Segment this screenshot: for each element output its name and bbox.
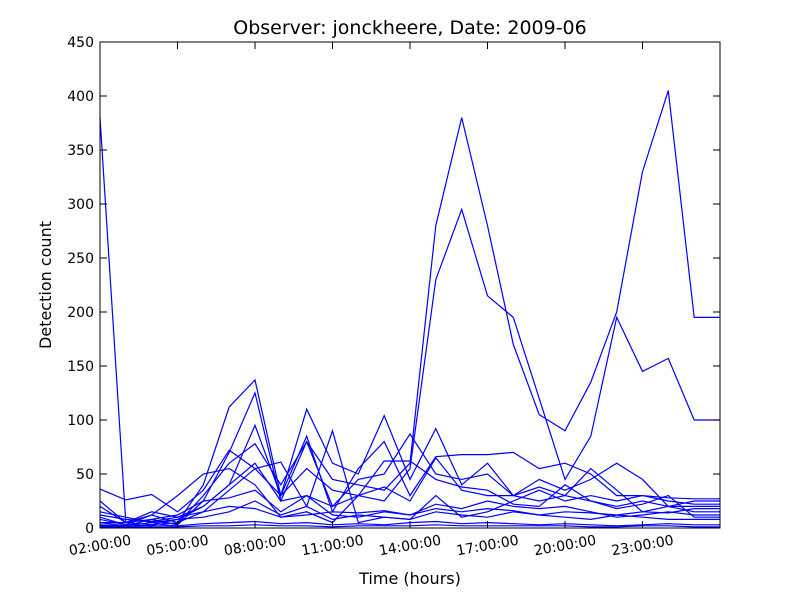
y-tick-label: 350 (67, 143, 94, 159)
plot-background (100, 42, 720, 528)
y-axis: 0 50 100 150 200 250 300 350 400 450 (67, 35, 720, 537)
x-tick-label: 05:00:00 (145, 533, 210, 560)
series-line-8 (99, 460, 720, 526)
series-line-3 (99, 378, 720, 524)
x-tick-label: 14:00:00 (378, 533, 443, 560)
chart-title: Observer: jonckheere, Date: 2009-06 (233, 17, 587, 39)
x-tick-label: 17:00:00 (455, 533, 520, 560)
y-tick-label: 200 (67, 305, 94, 321)
series-line-6 (99, 432, 720, 525)
y-tick-label: 250 (67, 251, 94, 267)
x-tick-label: 20:00:00 (533, 533, 598, 560)
y-tick-label: 400 (67, 89, 94, 105)
y-tick-label: 150 (67, 359, 94, 375)
x-tick-label: 23:00:00 (610, 533, 675, 560)
y-tick-label: 100 (67, 413, 94, 429)
y-tick-label: 300 (67, 197, 94, 213)
x-axis-title: Time (hours) (358, 569, 461, 588)
series-line-11 (99, 505, 720, 523)
series-line-5 (100, 423, 720, 524)
x-tick-label: 02:00:00 (68, 533, 133, 560)
y-tick-label: 0 (85, 521, 94, 537)
y-tick-label: 50 (76, 467, 94, 483)
y-axis-title: Detection count (36, 221, 55, 349)
x-tick-label: 11:00:00 (300, 533, 365, 560)
y-tick-label: 450 (67, 35, 94, 51)
x-tick-label: 08:00:00 (223, 533, 288, 560)
